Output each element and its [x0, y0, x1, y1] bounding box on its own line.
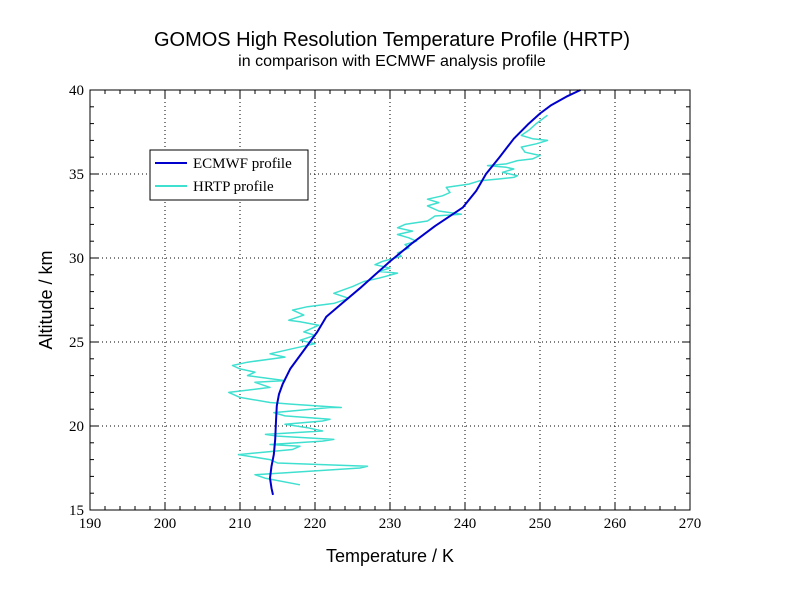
x-axis-label: Temperature / K — [326, 546, 454, 566]
legend-label-hrtp: HRTP profile — [193, 179, 274, 195]
x-tick-label: 270 — [679, 516, 702, 532]
x-tick-label: 230 — [379, 516, 402, 532]
y-tick-labels: 15 20 25 30 35 40 — [69, 83, 84, 519]
x-tick-label: 250 — [529, 516, 552, 532]
series-layer — [228, 89, 581, 496]
chart-title: GOMOS High Resolution Temperature Profil… — [154, 29, 630, 51]
legend: ECMWF profile HRTP profile — [149, 149, 309, 201]
y-tick-label: 15 — [69, 503, 84, 519]
x-tick-label: 200 — [154, 516, 177, 532]
legend-box — [149, 149, 309, 201]
x-tick-label: 220 — [304, 516, 327, 532]
chart-subtitle: in comparison with ECMWF analysis profil… — [238, 53, 546, 70]
y-tick-label: 35 — [69, 167, 84, 183]
y-tick-label: 30 — [69, 251, 84, 267]
x-tick-label: 240 — [454, 516, 477, 532]
series-line-ecmwf — [269, 89, 581, 496]
x-tick-label: 260 — [604, 516, 627, 532]
legend-label-ecmwf: ECMWF profile — [193, 156, 292, 172]
x-tick-labels: 190 200 210 220 230 240 250 260 270 — [79, 516, 702, 532]
y-axis-label: Altitude / km — [36, 250, 56, 349]
y-tick-label: 20 — [69, 419, 84, 435]
x-tick-label: 210 — [229, 516, 252, 532]
x-tick-label: 190 — [79, 516, 102, 532]
plot-frame — [89, 89, 691, 511]
y-tick-label: 40 — [69, 83, 84, 99]
y-tick-label: 25 — [69, 335, 84, 351]
series-line-hrtp — [228, 114, 549, 486]
